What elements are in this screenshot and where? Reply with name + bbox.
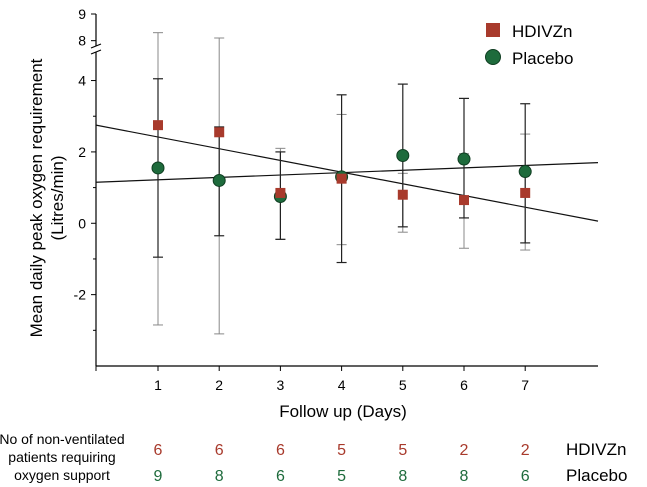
x-tick-label: 1 <box>154 377 162 393</box>
y-tick-label: 9 <box>78 6 86 22</box>
axes: -2 0 2 4 8 9 1 2 3 4 5 6 7 <box>74 6 598 393</box>
y-axis-break-mark-lower <box>90 49 102 55</box>
table-cell-hdivzn: 5 <box>337 442 346 459</box>
y-axis-title-line-2: (Litres/min) <box>48 155 67 240</box>
trend-line-placebo <box>95 162 599 183</box>
marker-hdivzn <box>275 187 286 198</box>
table-cell-hdivzn: 5 <box>398 442 407 459</box>
table-cell-hdivzn: 2 <box>460 442 469 459</box>
table-group-placebo: Placebo <box>566 466 627 485</box>
marker-placebo <box>518 165 532 179</box>
table-cell-placebo: 8 <box>215 468 224 485</box>
marker-hdivzn <box>397 189 408 200</box>
legend-label-hdivzn: HDIVZn <box>512 22 572 41</box>
y-tick-label: 2 <box>78 144 86 160</box>
y-axis-title-line-1: Mean daily peak oxygen requirement <box>27 58 46 337</box>
y-tick-label: -2 <box>74 287 87 303</box>
trend-lines <box>95 124 599 222</box>
y-tick-label: 8 <box>78 33 86 49</box>
y-tick-label: 4 <box>78 73 86 89</box>
table-row-label-line-3: oxygen support <box>14 467 110 483</box>
y-tick-label: 0 <box>78 215 86 231</box>
marker-hdivzn <box>153 120 163 131</box>
marker-placebo <box>151 161 165 175</box>
x-tick-label: 3 <box>277 377 285 393</box>
trend-line-hdivzn <box>95 124 599 222</box>
table-cell-hdivzn: 6 <box>276 442 285 459</box>
table-row-label-line-1: No of non-ventilated <box>0 431 125 447</box>
table-cell-hdivzn: 2 <box>521 442 530 459</box>
table-cell-placebo: 5 <box>337 468 346 485</box>
table-cell-hdivzn: 6 <box>215 442 224 459</box>
patient-count-table: No of non-ventilated patients requiring … <box>0 431 627 485</box>
legend-circle-icon <box>485 49 501 65</box>
legend-label-placebo: Placebo <box>512 49 573 68</box>
table-cell-placebo: 6 <box>276 468 285 485</box>
marker-placebo <box>212 173 226 187</box>
table-cell-placebo: 8 <box>460 468 469 485</box>
x-tick-label: 4 <box>338 377 346 393</box>
marker-hdivzn <box>336 173 347 184</box>
x-tick-label: 7 <box>521 377 529 393</box>
legend: HDIVZn Placebo <box>485 22 573 68</box>
marker-hdivzn <box>459 195 469 206</box>
data-markers <box>151 120 532 206</box>
table-row-label-line-2: patients requiring <box>8 449 115 465</box>
table-group-hdivzn: HDIVZn <box>566 440 626 459</box>
x-axis-title: Follow up (Days) <box>279 402 407 421</box>
marker-placebo <box>457 152 471 166</box>
x-tick-label: 6 <box>460 377 468 393</box>
table-cell-placebo: 9 <box>154 468 163 485</box>
table-cell-placebo: 8 <box>398 468 407 485</box>
x-tick-label: 5 <box>399 377 407 393</box>
marker-hdivzn <box>214 127 225 138</box>
table-cell-placebo: 6 <box>521 468 530 485</box>
marker-hdivzn <box>520 187 531 198</box>
y-axis-break-mark-upper <box>90 43 102 49</box>
marker-placebo <box>396 148 410 162</box>
x-tick-label: 2 <box>215 377 223 393</box>
table-cell-hdivzn: 6 <box>154 442 163 459</box>
legend-square-icon <box>486 23 500 37</box>
